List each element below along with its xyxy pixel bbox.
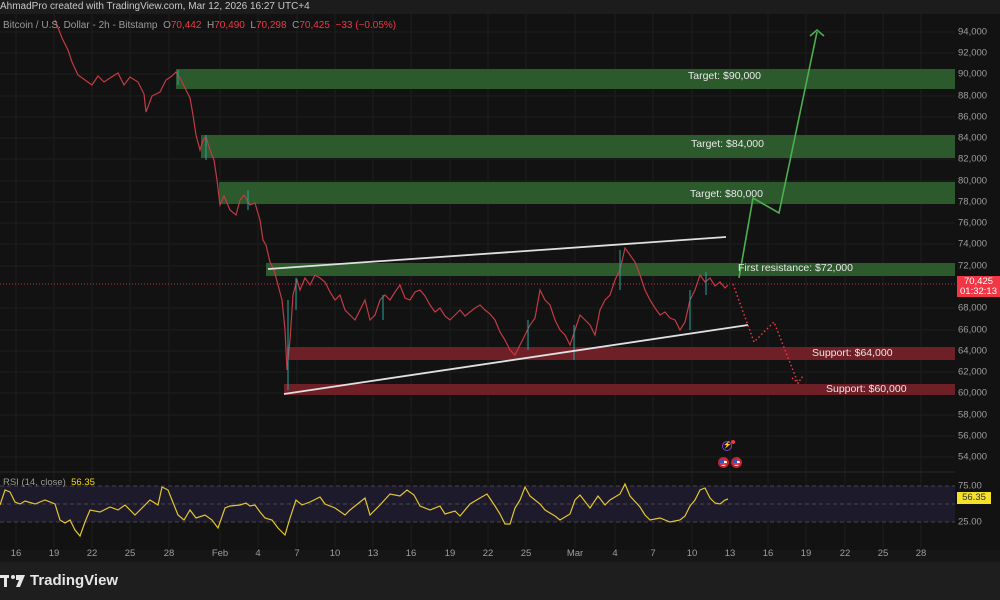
x-tick: Feb	[211, 548, 229, 559]
bearish-projection-path	[732, 283, 799, 384]
x-tick: 7	[294, 548, 300, 559]
support-60k-band	[284, 384, 955, 395]
y-tick: 60,000	[958, 387, 988, 399]
attribution-text: AhmadPro created with TradingView.com, M…	[0, 1, 310, 12]
target-84k-label: Target: $84,000	[691, 138, 764, 150]
x-tick: 13	[367, 548, 379, 559]
time-axis[interactable]: 16 19 22 25 28 Feb 4 7 10 13 16 19 22 25…	[0, 548, 955, 562]
last-price-tag: 70,425 01:32:13	[957, 276, 1000, 297]
x-tick: 4	[255, 548, 261, 559]
x-tick: 16	[405, 548, 417, 559]
y-tick: 80,000	[958, 175, 988, 187]
y-tick: 54,000	[958, 451, 988, 463]
target-80k-label: Target: $80,000	[690, 188, 763, 200]
x-tick: 4	[612, 548, 618, 559]
x-tick: 25	[520, 548, 532, 559]
x-tick: Mar	[566, 548, 584, 559]
tradingview-logo[interactable]: TradingView	[0, 572, 118, 589]
resistance-72k-label: First resistance: $72,000	[738, 262, 853, 274]
us-flag-icon[interactable]	[731, 457, 742, 468]
y-tick: 64,000	[958, 345, 988, 357]
target-84k-band	[201, 135, 955, 158]
x-tick: 16	[10, 548, 22, 559]
economic-events[interactable]: ⚡	[717, 440, 757, 471]
y-tick: 90,000	[958, 68, 988, 80]
footer-bar: TradingView	[0, 562, 1000, 600]
attribution-bar: AhmadPro created with TradingView.com, M…	[0, 0, 1000, 14]
support-64k-label: Support: $64,000	[812, 347, 893, 359]
support-60k-label: Support: $60,000	[826, 383, 907, 395]
resistance-72k-band	[266, 263, 955, 276]
y-tick: 66,000	[958, 324, 988, 336]
rsi-value: 56.35	[71, 477, 95, 488]
y-tick: 86,000	[958, 111, 988, 123]
x-tick: 22	[482, 548, 494, 559]
rsi-tick: 25.00	[958, 516, 982, 528]
symbol-name: Bitcoin / U.S. Dollar - 2h - Bitstamp	[3, 20, 158, 31]
x-tick: 10	[686, 548, 698, 559]
upper-trendline	[267, 236, 727, 270]
target-90k-label: Target: $90,000	[688, 70, 761, 82]
x-tick: 10	[329, 548, 341, 559]
target-90k-band	[176, 69, 955, 89]
symbol-legend[interactable]: Bitcoin / U.S. Dollar - 2h - Bitstamp O7…	[3, 20, 397, 31]
y-tick: 88,000	[958, 90, 988, 102]
rsi-tick: 75.00	[958, 480, 982, 492]
bar-countdown: 01:32:13	[960, 286, 997, 297]
chart-pane[interactable]	[0, 14, 1000, 550]
y-tick: 74,000	[958, 238, 988, 250]
us-flag-icon[interactable]	[718, 457, 729, 468]
y-tick: 72,000	[958, 260, 988, 272]
x-tick: 13	[724, 548, 736, 559]
x-tick: 28	[915, 548, 927, 559]
y-tick: 58,000	[958, 409, 988, 421]
x-tick: 25	[877, 548, 889, 559]
y-tick: 78,000	[958, 196, 988, 208]
close-value: 70,425	[299, 20, 330, 31]
x-tick: 7	[650, 548, 656, 559]
y-tick: 62,000	[958, 366, 988, 378]
tradingview-logo-icon	[0, 574, 25, 587]
x-tick: 25	[124, 548, 136, 559]
event-alert-dot	[731, 440, 735, 444]
target-80k-band	[219, 182, 955, 204]
y-tick: 68,000	[958, 302, 988, 314]
change-value: −33 (−0.05%)	[335, 20, 397, 31]
x-tick: 19	[444, 548, 456, 559]
lower-trendline	[283, 324, 749, 395]
y-tick: 92,000	[958, 47, 988, 59]
rsi-value-tag: 56.35	[957, 492, 991, 504]
brand-name: TradingView	[30, 572, 119, 589]
x-tick: 22	[86, 548, 98, 559]
x-tick: 19	[48, 548, 60, 559]
y-tick: 76,000	[958, 217, 988, 229]
x-tick: 28	[163, 548, 175, 559]
lightning-event-icon[interactable]: ⚡	[722, 441, 732, 451]
x-tick: 22	[839, 548, 851, 559]
rsi-legend[interactable]: RSI (14, close) 56.35	[3, 477, 95, 488]
y-tick: 56,000	[958, 430, 988, 442]
y-tick: 94,000	[958, 26, 988, 38]
high-value: 70,490	[214, 20, 245, 31]
y-tick: 82,000	[958, 153, 988, 165]
price-axis[interactable]: 94,000 92,000 90,000 88,000 86,000 84,00…	[955, 14, 1000, 550]
bullish-projection-path	[738, 31, 818, 279]
support-64k-band	[287, 347, 955, 360]
y-tick: 84,000	[958, 132, 988, 144]
x-tick: 16	[762, 548, 774, 559]
x-tick: 19	[800, 548, 812, 559]
rsi-line	[0, 482, 729, 538]
low-value: 70,298	[255, 20, 287, 31]
open-value: 70,442	[170, 20, 202, 31]
